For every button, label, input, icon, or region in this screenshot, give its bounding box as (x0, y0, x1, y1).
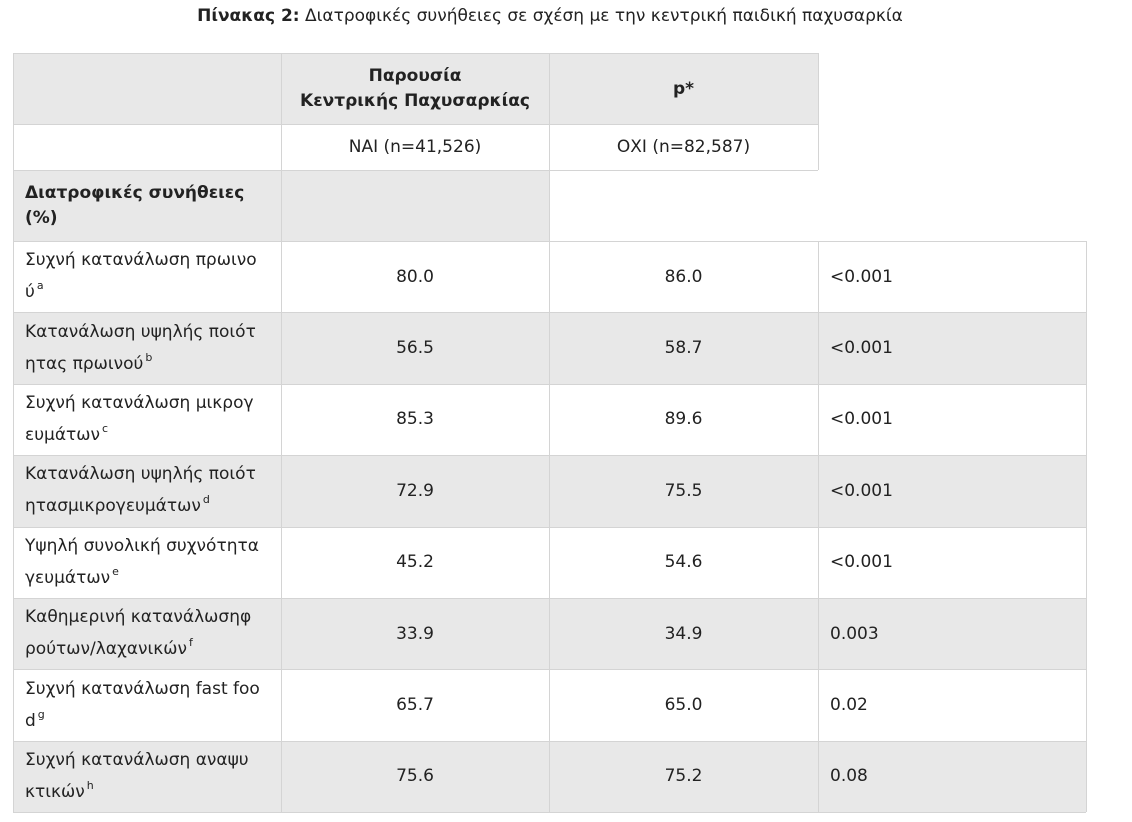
row-value-yes: 75.6 (281, 740, 549, 813)
caption-label: Πίνακας 2: (197, 6, 300, 26)
header-presence-line1: Παρουσία (368, 65, 462, 86)
row-label: Συχνή κατανάλωση πρωινο ύ a (13, 241, 281, 313)
divider (281, 53, 282, 241)
row-p-value: <0.001 (818, 241, 1086, 313)
table-caption: Πίνακας 2: Διατροφικές συνήθειες σε σχέσ… (0, 6, 1100, 26)
divider (281, 241, 282, 813)
divider (818, 241, 819, 813)
row-label-line2: κτικών h (25, 778, 94, 802)
divider (549, 53, 550, 241)
row-footnote-marker: f (189, 636, 193, 650)
row-p-value: <0.001 (818, 312, 1086, 384)
row-value-no: 75.5 (549, 455, 818, 527)
row-footnote-marker: a (36, 279, 44, 293)
section-header: Διατροφικές συνήθειες (%) (13, 170, 281, 241)
row-label-line2: ητασμικρογευμάτων d (25, 493, 210, 517)
row-footnote-marker: d (202, 493, 210, 507)
section-header-line1: Διατροφικές συνήθειες (25, 182, 245, 203)
row-value-yes: 33.9 (281, 598, 549, 670)
row-label-line2: γευμάτων e (25, 564, 119, 588)
divider (13, 53, 818, 54)
subheader-empty-cell (13, 124, 281, 170)
row-label: Συχνή κατανάλωση αναψυ κτικών h (13, 740, 281, 813)
row-footnote-marker: g (37, 707, 45, 721)
row-value-no: 65.0 (549, 669, 818, 741)
row-p-value: <0.001 (818, 383, 1086, 456)
row-p-value: <0.001 (818, 455, 1086, 527)
row-value-yes: 56.5 (281, 312, 549, 384)
row-p-value: 0.02 (818, 669, 1086, 741)
divider (13, 124, 818, 125)
row-value-yes: 85.3 (281, 383, 549, 456)
row-p-value: 0.003 (818, 598, 1086, 670)
row-value-no: 34.9 (549, 598, 818, 670)
row-label-line1: Κατανάλωση υψηλής ποιότ (25, 321, 256, 342)
row-label-line2: ρούτων/λαχανικών f (25, 636, 193, 660)
row-label-line1: Υψηλή συνολική συχνότητα (25, 535, 259, 556)
header-p-value: p* (549, 53, 818, 124)
row-label-line1: Συχνή κατανάλωση μικρογ (25, 392, 254, 413)
header-presence: Παρουσία Κεντρικής Παχυσαρκίας (281, 53, 549, 124)
row-footnote-marker: h (86, 778, 94, 792)
row-label: Κατανάλωση υψηλής ποιότ ητασμικρογευμάτων… (13, 455, 281, 527)
divider (549, 241, 550, 813)
divider (13, 812, 1086, 814)
row-label: Υψηλή συνολική συχνότητα γευμάτων e (13, 526, 281, 598)
subheader-no: ΟΧΙ (n=82,587) (549, 124, 818, 170)
row-label-line2: ητας πρωινού b (25, 350, 153, 374)
row-value-yes: 72.9 (281, 455, 549, 527)
caption-text: Διατροφικές συνήθειες σε σχέση με την κε… (305, 6, 903, 26)
row-p-value: <0.001 (818, 526, 1086, 598)
row-label: Συχνή κατανάλωση μικρογ ευμάτων c (13, 383, 281, 456)
row-value-no: 54.6 (549, 526, 818, 598)
divider (1086, 241, 1087, 813)
section-header-line2: (%) (25, 207, 58, 228)
divider (13, 170, 818, 171)
section-header-fill (281, 170, 549, 241)
row-footnote-marker: e (112, 564, 119, 578)
row-value-no: 75.2 (549, 740, 818, 813)
row-label-line1: Συχνή κατανάλωση fast foo (25, 678, 260, 699)
row-p-value: 0.08 (818, 740, 1086, 813)
row-label-line1: Κατανάλωση υψηλής ποιότ (25, 464, 256, 485)
row-value-no: 58.7 (549, 312, 818, 384)
header-empty-cell (13, 53, 281, 124)
row-footnote-marker: c (102, 421, 109, 435)
row-value-yes: 65.7 (281, 669, 549, 741)
row-label: Συχνή κατανάλωση fast foo d g (13, 669, 281, 741)
subheader-no-label: ΟΧΙ (n=82,587) (616, 137, 751, 157)
divider (818, 53, 819, 170)
row-label-line1: Συχνή κατανάλωση πρωινο (25, 250, 257, 271)
row-value-no: 86.0 (549, 241, 818, 313)
subheader-yes: ΝΑΙ (n=41,526) (281, 124, 549, 170)
row-label: Καθημερινή κατανάλωσηφ ρούτων/λαχανικών f (13, 598, 281, 670)
row-value-yes: 45.2 (281, 526, 549, 598)
divider (13, 53, 14, 241)
subheader-yes-label: ΝΑΙ (n=41,526) (348, 137, 482, 157)
row-value-no: 89.6 (549, 383, 818, 456)
row-label-line1: Συχνή κατανάλωση αναψυ (25, 749, 249, 770)
row-label-line1: Καθημερινή κατανάλωσηφ (25, 607, 252, 628)
row-value-yes: 80.0 (281, 241, 549, 313)
header-presence-line2: Κεντρικής Παχυσαρκίας (300, 90, 530, 111)
row-footnote-marker: b (145, 350, 153, 364)
divider (13, 241, 14, 813)
header-p-label: p* (672, 78, 695, 99)
row-label: Κατανάλωση υψηλής ποιότ ητας πρωινού b (13, 312, 281, 384)
row-label-line2: ευμάτων c (25, 421, 109, 445)
